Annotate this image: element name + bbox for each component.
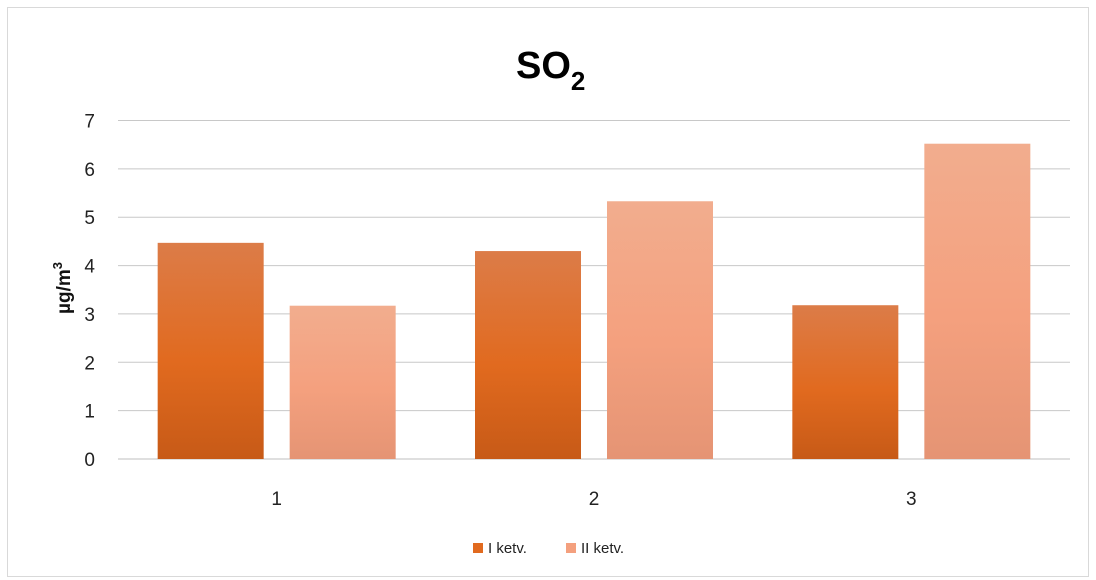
legend-swatch: [473, 543, 483, 553]
chart-title-main: SO: [516, 45, 571, 87]
bar-series2-cat3: [924, 143, 1031, 459]
legend-label: I ketv.: [488, 540, 527, 557]
y-tick-label: 7: [84, 112, 95, 133]
bar-series2-cat1: [289, 305, 396, 459]
y-tick-labels: 0 1 2 3 4 5 6 7: [84, 112, 95, 472]
legend: I ketv. II ketv.: [473, 540, 624, 557]
bar-series1-cat3: [792, 305, 899, 459]
y-tick-label: 6: [84, 160, 95, 181]
chart-title-subscript: 2: [571, 66, 585, 96]
y-axis-title-superscript: 3: [50, 262, 65, 269]
chart-title: SO2: [516, 45, 585, 96]
y-axis-title: µg/m3: [50, 262, 75, 314]
legend-swatch: [566, 543, 576, 553]
y-axis-title-main: µg/m: [54, 269, 75, 314]
y-tick-label: 1: [84, 402, 95, 423]
gridlines: [118, 120, 1070, 460]
x-tick-label: 2: [589, 489, 600, 510]
bars: [157, 143, 1031, 460]
y-tick-label: 2: [84, 353, 95, 374]
bar-series1-cat1: [157, 242, 264, 459]
y-tick-label: 0: [84, 450, 95, 471]
y-tick-label: 3: [84, 305, 95, 326]
x-tick-label: 3: [906, 489, 917, 510]
bar-series1-cat2: [475, 251, 581, 459]
y-tick-label: 4: [84, 257, 95, 278]
bar-series2-cat2: [607, 201, 713, 460]
y-tick-label: 5: [84, 208, 95, 229]
legend-label: II ketv.: [581, 540, 624, 557]
x-tick-label: 1: [271, 489, 282, 510]
x-tick-labels: 1 2 3: [271, 489, 916, 510]
